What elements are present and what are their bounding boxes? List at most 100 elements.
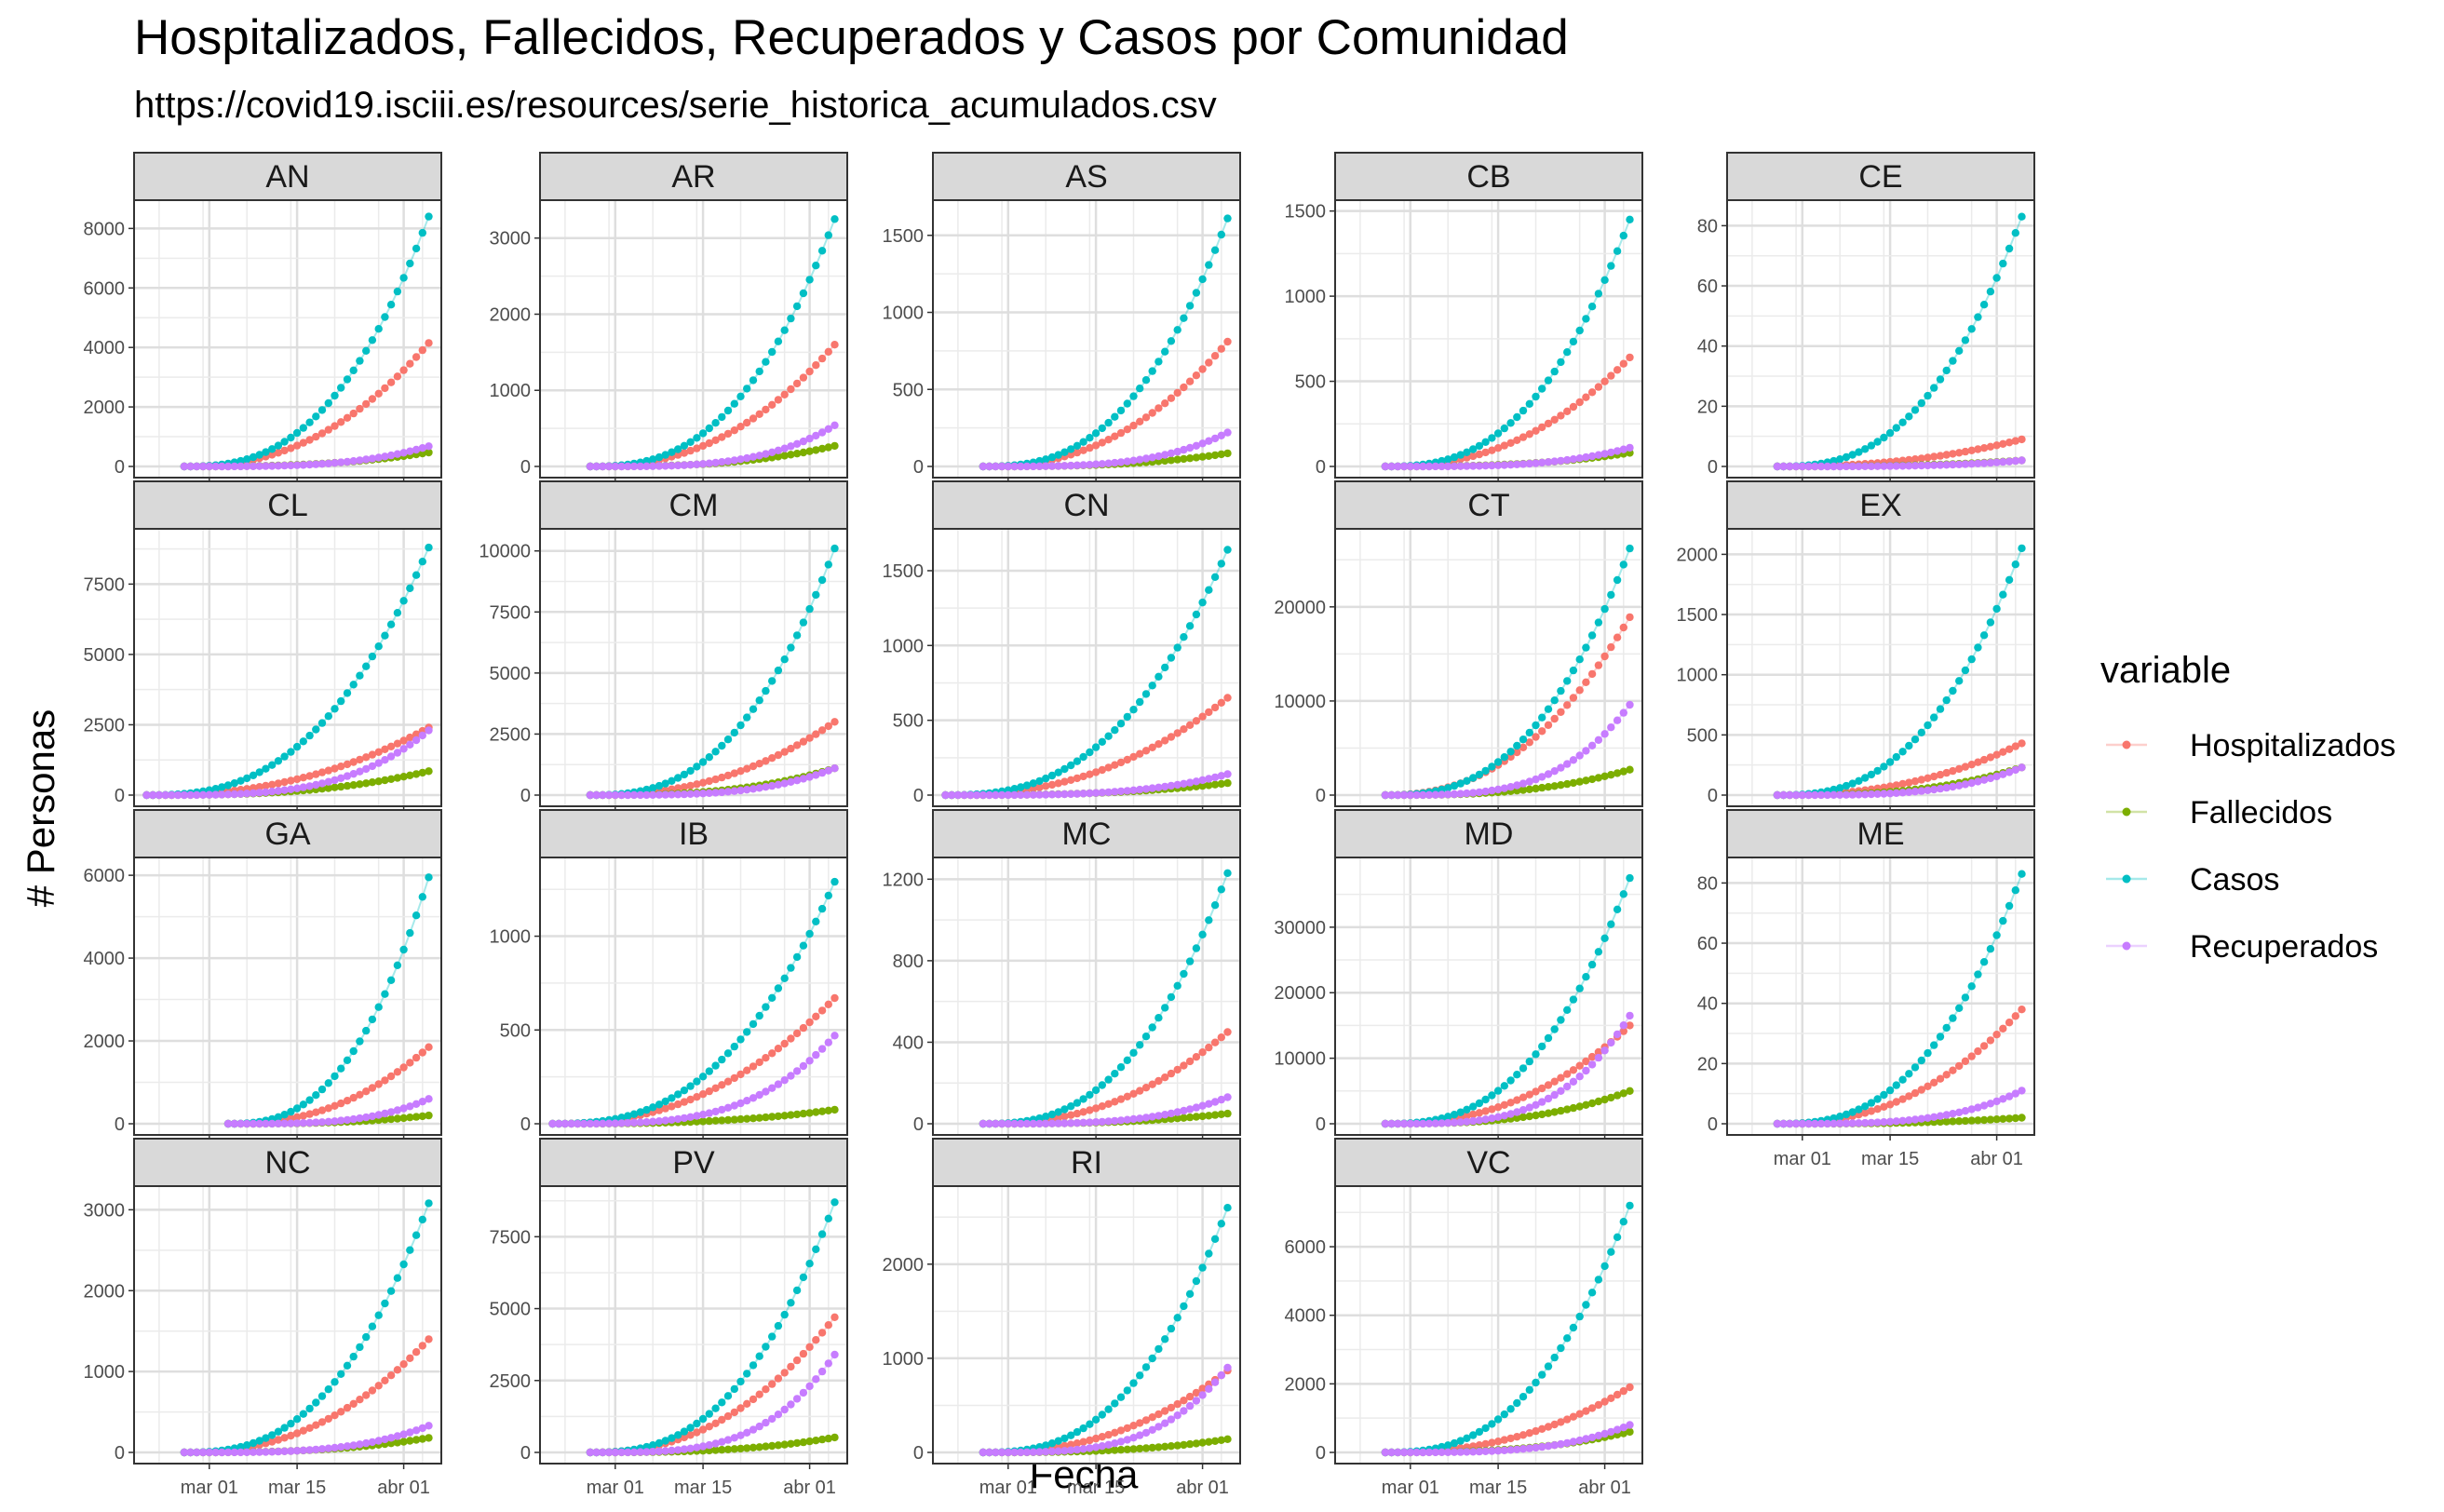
data-point <box>1399 790 1409 800</box>
data-point <box>331 764 339 773</box>
y-tick-label: 7500 <box>490 1227 532 1248</box>
data-point <box>1123 755 1132 764</box>
data-point <box>1550 782 1559 790</box>
data-point <box>774 1374 783 1383</box>
data-point <box>1949 357 1957 365</box>
data-point <box>180 462 189 471</box>
data-point <box>362 764 371 774</box>
facet-label: ME <box>1857 817 1905 852</box>
data-point <box>218 790 226 799</box>
data-point <box>1600 652 1609 661</box>
data-point <box>1104 763 1113 772</box>
data-point <box>1217 1033 1226 1042</box>
data-point <box>1123 1436 1132 1444</box>
data-point <box>1619 1027 1628 1035</box>
data-point <box>1575 326 1584 335</box>
data-point <box>1223 1204 1232 1212</box>
data-point <box>824 347 832 356</box>
data-point <box>1979 631 1989 640</box>
data-point <box>1557 1016 1565 1024</box>
data-point <box>655 1447 664 1456</box>
data-point <box>406 928 414 938</box>
data-point <box>1867 441 1876 450</box>
data-point <box>1104 1440 1113 1450</box>
data-point <box>693 1419 701 1428</box>
data-point <box>723 1392 733 1400</box>
data-point <box>280 786 289 794</box>
data-point <box>718 773 726 782</box>
data-point <box>1154 1344 1163 1354</box>
data-point <box>1607 1427 1615 1437</box>
data-point <box>343 689 352 697</box>
data-point <box>743 453 751 463</box>
data-point <box>1506 1076 1515 1085</box>
data-point <box>812 1108 820 1116</box>
data-point <box>1949 782 1957 791</box>
data-point <box>762 1418 770 1427</box>
data-point <box>1924 786 1932 794</box>
data-point <box>230 1448 238 1457</box>
data-point <box>274 449 283 457</box>
data-point <box>1600 934 1609 942</box>
data-point <box>425 1043 433 1051</box>
data-point <box>805 434 814 443</box>
data-point <box>1387 1119 1396 1128</box>
data-point <box>368 1322 377 1330</box>
data-point <box>636 462 644 471</box>
data-point <box>1180 454 1188 464</box>
data-point <box>1463 453 1471 462</box>
data-point <box>1979 1101 1989 1110</box>
data-point <box>305 1118 314 1127</box>
data-point <box>1098 789 1107 797</box>
data-point <box>1167 654 1176 662</box>
data-point <box>312 1445 320 1454</box>
y-tick-label: 20000 <box>1274 983 1326 1004</box>
data-point <box>1506 1434 1515 1443</box>
data-point <box>1431 1448 1440 1457</box>
data-point <box>1930 1041 1938 1049</box>
data-point <box>960 790 968 800</box>
data-point <box>1161 1004 1169 1012</box>
data-point <box>1210 1038 1220 1046</box>
data-point <box>1613 716 1622 724</box>
data-point <box>1223 778 1232 788</box>
y-tick-label: 40 <box>1697 994 1718 1015</box>
data-point <box>755 1114 763 1122</box>
data-point <box>1525 728 1534 737</box>
data-point <box>1557 1106 1565 1115</box>
data-point <box>1086 1436 1094 1445</box>
data-point <box>780 1405 789 1414</box>
data-point <box>349 681 358 689</box>
data-point <box>824 1359 832 1368</box>
data-point <box>337 384 345 392</box>
data-point <box>774 1045 783 1053</box>
facet-strip <box>932 1138 1241 1187</box>
data-point <box>1506 783 1515 791</box>
data-point <box>972 790 981 800</box>
legend-label: Casos <box>2190 862 2279 898</box>
data-point <box>805 276 814 284</box>
data-point <box>1613 575 1622 585</box>
data-point <box>1456 790 1465 798</box>
panel-border <box>133 1185 442 1465</box>
data-point <box>1073 1439 1082 1448</box>
data-point <box>1054 768 1062 776</box>
y-tick-label: 1000 <box>1285 287 1327 307</box>
y-tick-label: 4000 <box>84 949 126 969</box>
data-point <box>817 904 827 913</box>
data-point <box>730 1042 738 1051</box>
data-point <box>1999 439 2007 448</box>
data-point <box>1185 778 1195 787</box>
data-point <box>1905 412 1913 421</box>
data-point <box>343 772 352 780</box>
data-point <box>1911 462 1920 470</box>
data-point <box>1469 774 1478 782</box>
data-point <box>1949 460 1957 469</box>
data-point <box>743 1444 751 1452</box>
data-point <box>1575 1312 1584 1321</box>
data-point <box>1500 461 1509 469</box>
data-point <box>1173 447 1181 456</box>
data-point <box>1438 462 1446 471</box>
data-point <box>1942 768 1951 777</box>
